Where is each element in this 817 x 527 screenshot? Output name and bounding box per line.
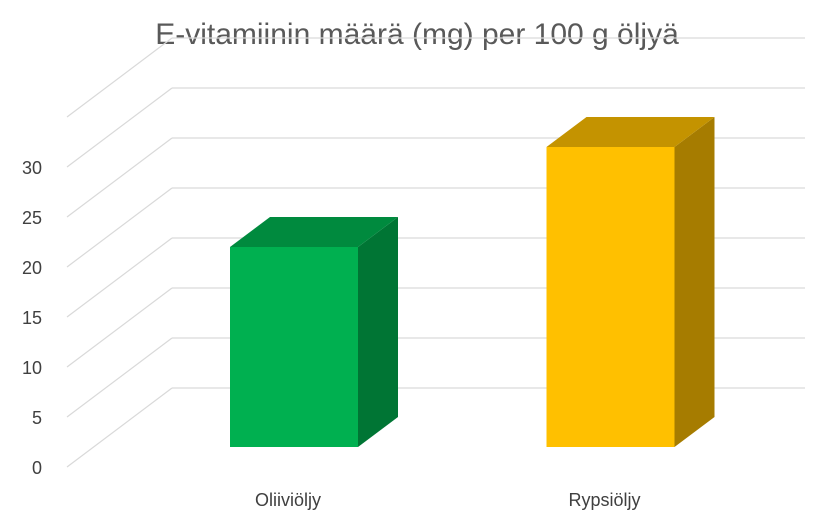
- side-gridline-5: [66, 137, 173, 218]
- y-tick-label: 15: [22, 308, 42, 328]
- side-gridline-7: [66, 37, 173, 118]
- chart-title: E-vitamiinin määrä (mg) per 100 g öljyä: [155, 18, 679, 51]
- y-tick-label: 25: [22, 208, 42, 228]
- bar-side-face: [358, 217, 398, 447]
- y-tick-label: 30: [22, 158, 42, 178]
- x-axis-categories: Oliiviöljy Rypsiöljy: [255, 490, 641, 510]
- side-gridline-1: [66, 337, 173, 418]
- bar-front-face: [230, 247, 358, 447]
- bar-1: [230, 217, 398, 447]
- side-gridline-4: [66, 187, 173, 268]
- bar-top-face: [546, 117, 715, 147]
- y-axis-ticks: 0 5 10 15 20 25 30: [22, 158, 42, 478]
- x-category-label: Oliiviöljy: [255, 490, 321, 510]
- side-gridline-0: [66, 387, 173, 468]
- side-gridline-3: [66, 237, 173, 318]
- bar-side-face: [674, 117, 715, 447]
- bar-top-face: [230, 217, 398, 247]
- y-tick-label: 5: [32, 408, 42, 428]
- y-tick-label: 0: [32, 458, 42, 478]
- x-category-label: Rypsiöljy: [568, 490, 640, 510]
- side-gridline-2: [66, 287, 173, 368]
- y-tick-label: 20: [22, 258, 42, 278]
- bar-2: [546, 117, 715, 447]
- side-gridline-6: [66, 87, 173, 168]
- bars: [230, 117, 715, 447]
- bar-front-face: [546, 147, 675, 447]
- y-tick-label: 10: [22, 358, 42, 378]
